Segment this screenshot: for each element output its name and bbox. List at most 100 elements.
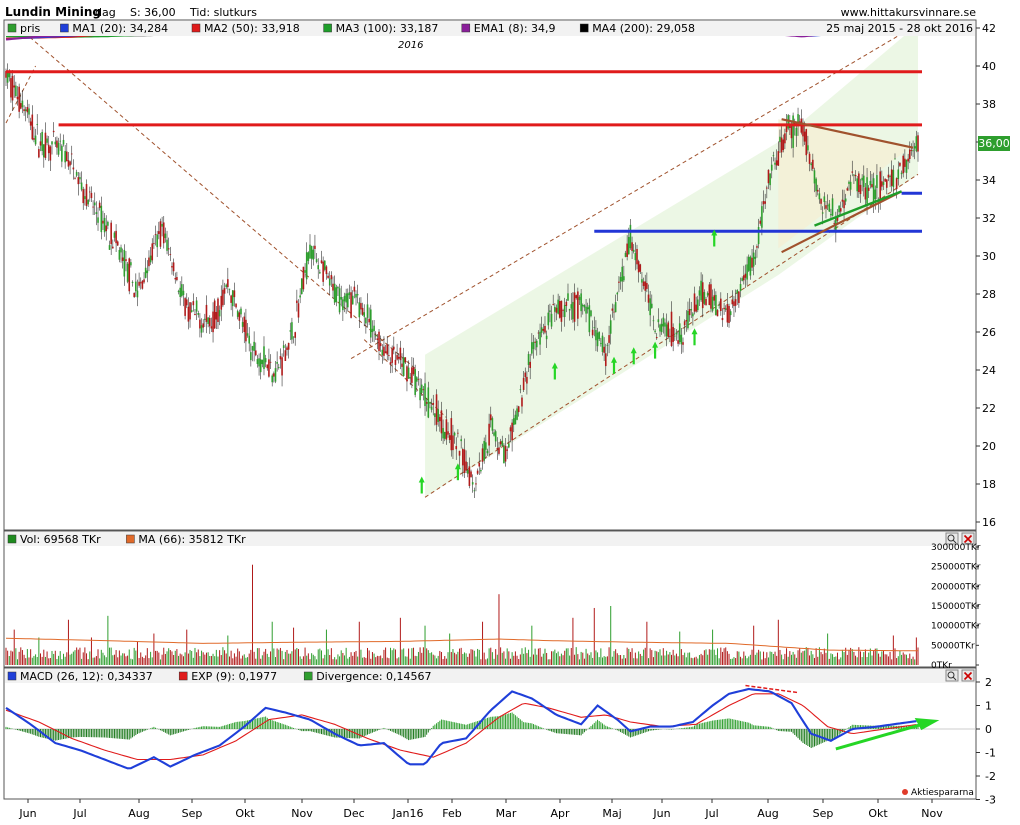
candle-body-523 [864, 187, 867, 200]
candle-body-308 [511, 422, 513, 441]
candle-body-422 [698, 290, 701, 296]
candle-body-417 [690, 309, 693, 311]
candle-body-407 [674, 335, 676, 337]
candle-body-105 [177, 291, 180, 293]
candle-body-337 [558, 300, 561, 318]
candle-body-205 [342, 299, 344, 311]
candle-body-286 [475, 483, 477, 485]
candle-body-96 [162, 222, 165, 244]
volume-plot [5, 564, 919, 665]
candle-body-489 [808, 153, 811, 164]
candle-body-353 [585, 306, 587, 314]
candle-body-434 [718, 304, 720, 306]
candle-body-271 [450, 418, 453, 451]
candle-body-339 [562, 309, 564, 311]
candle-body-112 [189, 302, 191, 320]
price-tick-label-30: 30 [982, 250, 996, 263]
candle-body-313 [519, 389, 522, 391]
candle-body-288 [478, 462, 481, 467]
candle-body-285 [473, 490, 476, 492]
candle-body-292 [485, 442, 487, 450]
candle-body-305 [506, 449, 508, 451]
candle-body-465 [769, 173, 771, 186]
month-label-3: Sep [182, 807, 203, 820]
candle-body-114 [192, 301, 195, 306]
candle-body-154 [258, 358, 260, 367]
month-label-6: Dec [343, 807, 364, 820]
macd-legend-label-2: Divergence: 0,14567 [316, 670, 431, 683]
candle-body-222 [370, 309, 372, 338]
candle-body-274 [455, 446, 458, 450]
candle-body-341 [565, 301, 568, 306]
candle-body-101 [171, 266, 173, 268]
candle-body-478 [790, 124, 793, 139]
site-label: www.hittakursvinnare.se [841, 6, 977, 19]
month-label-10: Apr [550, 807, 570, 820]
candle-body-125 [210, 326, 213, 329]
candle-body-323 [535, 340, 538, 348]
candle-body-524 [866, 177, 868, 204]
candle-body-11 [23, 109, 25, 112]
candle-body-200 [333, 283, 336, 303]
candle-body-493 [815, 178, 817, 192]
macd-zoom-icon[interactable] [945, 669, 959, 682]
candle-body-163 [273, 373, 275, 377]
candle-body-345 [572, 301, 574, 320]
candle-body-555 [917, 135, 919, 152]
volume-axis: 0TKr 50000TKr 100000TKr 150000TKr 200000TKr 2… [931, 543, 981, 671]
candle-body-89 [151, 243, 154, 261]
candle-body-224 [373, 325, 375, 331]
candle-body-98 [166, 239, 168, 251]
candle-body-392 [649, 298, 651, 316]
candle-body-143 [240, 308, 242, 315]
candle-body-65 [112, 246, 114, 249]
candle-body-206 [343, 295, 346, 302]
candle-body-544 [899, 162, 901, 166]
candle-body-153 [256, 359, 259, 365]
candle-body-410 [678, 323, 681, 343]
candle-body-440 [728, 306, 730, 323]
candle-body-406 [672, 327, 674, 342]
candle-body-519 [858, 173, 860, 193]
candle-body-30 [54, 141, 57, 145]
price-legend-label-0: pris [20, 22, 41, 35]
candle-body-26 [47, 144, 50, 154]
candle-body-227 [378, 331, 380, 351]
candle-body-543 [897, 169, 900, 180]
volume-legend-swatch-1 [126, 534, 135, 544]
candle-body-211 [351, 295, 354, 305]
candle-body-320 [531, 342, 533, 354]
candle-body-90 [153, 242, 155, 244]
macd-close-icon[interactable] [961, 669, 975, 682]
candle-body-158 [264, 358, 267, 363]
candle-body-534 [882, 182, 885, 185]
candle-body-6 [15, 85, 17, 97]
macd-tick-label-0: 0 [985, 723, 992, 736]
candle-body-140 [235, 303, 237, 308]
candle-body-290 [481, 448, 484, 462]
candle-body-460 [761, 206, 763, 228]
candle-body-66 [113, 232, 116, 238]
candle-body-103 [174, 277, 177, 280]
candle-body-378 [626, 243, 628, 257]
candle-body-344 [570, 304, 573, 309]
candle-body-396 [655, 336, 658, 339]
candle-body-160 [268, 359, 270, 377]
candle-body-347 [575, 295, 578, 299]
candle-body-144 [241, 322, 244, 327]
candle-body-262 [435, 394, 438, 425]
candle-body-400 [662, 317, 665, 327]
candle-body-462 [764, 201, 766, 204]
candle-body-226 [376, 338, 379, 340]
candle-body-78 [133, 292, 135, 297]
macd-legend: MACD (26, 12): 0,34337 EXP (9): 0,1977 Div… [7, 670, 432, 683]
volume-close-icon[interactable] [961, 532, 975, 545]
price-legend-swatch-4 [461, 23, 471, 33]
volume-zoom-icon[interactable] [945, 532, 959, 545]
candle-body-243 [404, 357, 407, 363]
macd-panel [3, 667, 977, 800]
candle-body-149 [250, 352, 252, 361]
candle-body-284 [471, 482, 474, 485]
candle-body-146 [245, 319, 247, 342]
candle-body-209 [348, 292, 351, 296]
